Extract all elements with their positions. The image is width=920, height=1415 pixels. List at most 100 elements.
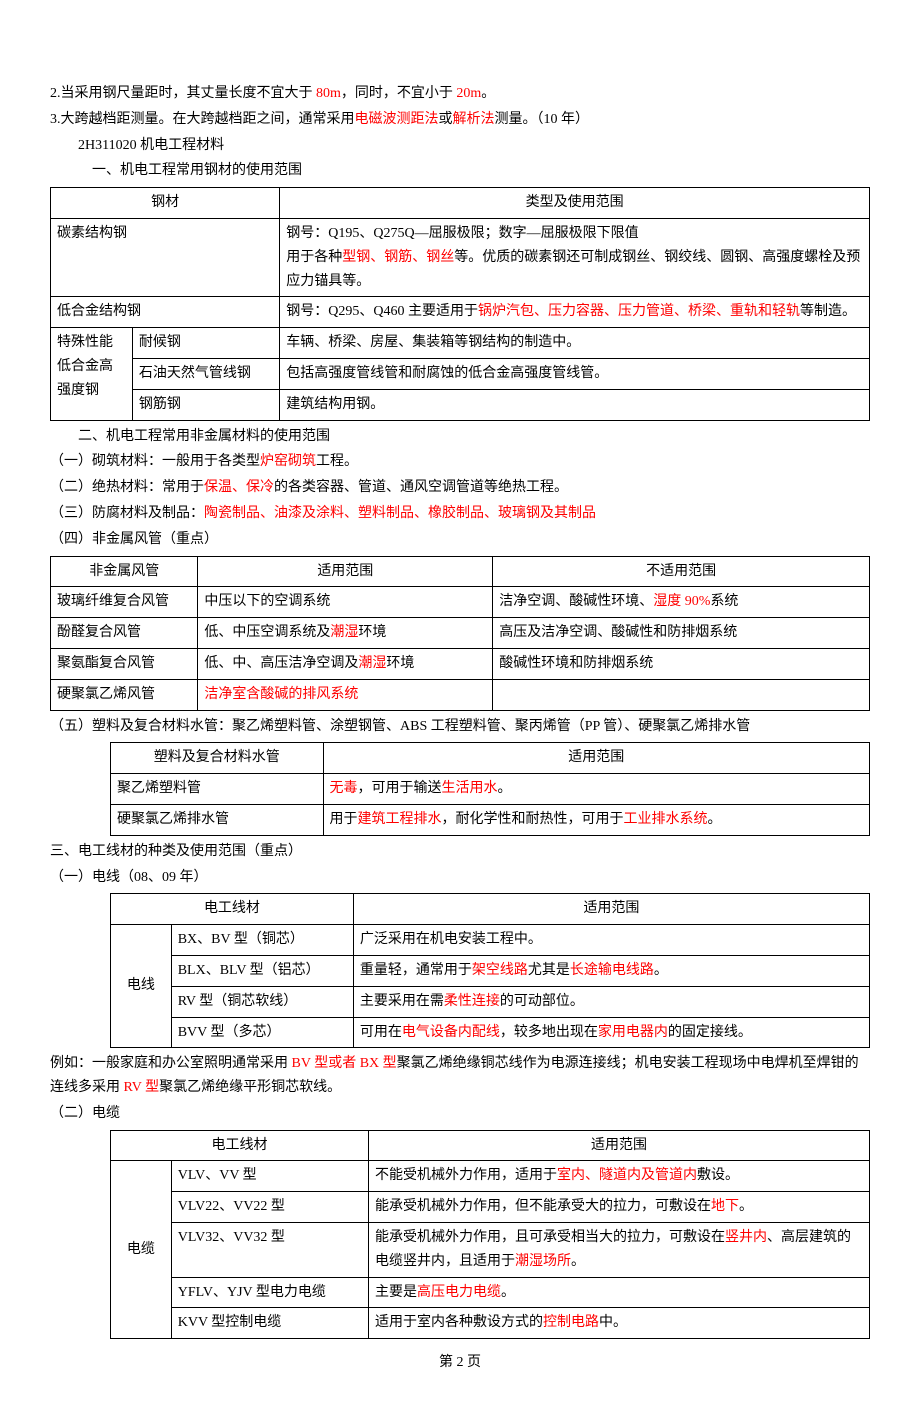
th: 适用范围 bbox=[198, 556, 493, 587]
para-2: 2.当采用钢尺量距时，其丈量长度不宜大于 80m，同时，不宜小于 20m。 bbox=[50, 82, 870, 106]
example: 例如：一般家庭和办公室照明通常采用 BV 型或者 BX 型聚氯乙烯绝缘铜芯线作为… bbox=[50, 1052, 870, 1100]
hl: 长途输电线路 bbox=[570, 963, 654, 978]
cell: 主要是高压电力电缆。 bbox=[369, 1277, 870, 1308]
hl: 电磁波测距法 bbox=[355, 112, 439, 127]
t: ，较多地出现在 bbox=[500, 1025, 598, 1040]
t: 环境 bbox=[386, 656, 414, 671]
cell: 硬聚氯乙烯风管 bbox=[51, 679, 198, 710]
hl: 柔性连接 bbox=[444, 994, 500, 1009]
t: 。 bbox=[498, 781, 512, 796]
t: ，同时，不宜小于 bbox=[341, 86, 457, 101]
cell: RV 型（铜芯软线） bbox=[171, 986, 353, 1017]
cell: 用于建筑工程排水，耐化学性和耐热性，可用于工业排水系统。 bbox=[323, 804, 869, 835]
cell: 钢号：Q295、Q460 主要适用于锅炉汽包、压力容器、压力管道、桥梁、重轨和轻… bbox=[280, 297, 870, 328]
table-steel: 钢材类型及使用范围 碳素结构钢钢号：Q195、Q275Q—屈服极限；数字—屈服极… bbox=[50, 187, 870, 420]
table-wire: 电工线材适用范围 电线BX、BV 型（铜芯）广泛采用在机电安装工程中。 BLX、… bbox=[110, 893, 870, 1048]
cell bbox=[493, 679, 870, 710]
hl: 生活用水 bbox=[442, 781, 498, 796]
t: 等制造。 bbox=[800, 304, 856, 319]
t: 例如：一般家庭和办公室照明通常采用 bbox=[50, 1056, 292, 1071]
cell: 耐候钢 bbox=[132, 328, 279, 359]
th: 钢材 bbox=[51, 188, 280, 219]
t: 。 bbox=[481, 86, 495, 101]
t: ，耐化学性和耐热性，可用于 bbox=[442, 812, 624, 827]
hl: 陶瓷制品、油漆及涂料、塑料制品、橡胶制品、玻璃钢及其制品 bbox=[204, 506, 596, 521]
cell: 酸碱性环境和防排烟系统 bbox=[493, 648, 870, 679]
cell: 硬聚氯乙烯排水管 bbox=[111, 804, 324, 835]
t: 可用在 bbox=[360, 1025, 402, 1040]
t: 主要是 bbox=[375, 1285, 417, 1300]
hl: 湿度 90% bbox=[653, 594, 710, 609]
cell: 建筑结构用钢。 bbox=[280, 389, 870, 420]
item-wire: （一）电线（08、09 年） bbox=[50, 866, 870, 890]
hl: 型钢、钢筋、钢丝 bbox=[342, 250, 454, 265]
cell: 洁净室含酸碱的排风系统 bbox=[198, 679, 493, 710]
item-4: （四）非金属风管（重点） bbox=[50, 528, 870, 552]
t: 的固定接线。 bbox=[668, 1025, 752, 1040]
item-2: （二）绝热材料：常用于保温、保冷的各类容器、管道、通风空调管道等绝热工程。 bbox=[50, 476, 870, 500]
cell: 能承受机械外力作用，但不能承受大的拉力，可敷设在地下。 bbox=[369, 1192, 870, 1223]
hl: 地下 bbox=[711, 1199, 739, 1214]
t: 。 bbox=[739, 1199, 753, 1214]
hl: 架空线路 bbox=[472, 963, 528, 978]
t: 。 bbox=[501, 1285, 515, 1300]
th: 电工线材 bbox=[111, 894, 354, 925]
t: 用于 bbox=[330, 812, 358, 827]
cell: 特殊性能低合金高强度钢 bbox=[51, 328, 133, 420]
item-3: （三）防腐材料及制品：陶瓷制品、油漆及涂料、塑料制品、橡胶制品、玻璃钢及其制品 bbox=[50, 502, 870, 526]
th: 塑料及复合材料水管 bbox=[111, 743, 324, 774]
table-pipe: 塑料及复合材料水管适用范围 聚乙烯塑料管无毒，可用于输送生活用水。 硬聚氯乙烯排… bbox=[110, 742, 870, 835]
heading-code: 2H311020 机电工程材料 bbox=[50, 134, 870, 158]
cell: 重量轻，通常用于架空线路尤其是长途输电线路。 bbox=[353, 955, 869, 986]
t: 敷设。 bbox=[697, 1168, 739, 1183]
t: 中。 bbox=[599, 1315, 627, 1330]
cell: 钢筋钢 bbox=[132, 389, 279, 420]
cell: VLV22、VV22 型 bbox=[171, 1192, 368, 1223]
heading-2: 二、机电工程常用非金属材料的使用范围 bbox=[50, 425, 870, 449]
t: 尤其是 bbox=[528, 963, 570, 978]
hl: 洁净室含酸碱的排风系统 bbox=[204, 687, 358, 702]
cell: VLV32、VV32 型 bbox=[171, 1223, 368, 1278]
cell: 石油天然气管线钢 bbox=[132, 358, 279, 389]
hl: 解析法 bbox=[453, 112, 495, 127]
heading-3: 三、电工线材的种类及使用范围（重点） bbox=[50, 840, 870, 864]
th: 电工线材 bbox=[111, 1130, 369, 1161]
cell: 洁净空调、酸碱性环境、湿度 90%系统 bbox=[493, 587, 870, 618]
t: 能承受机械外力作用，且可承受相当大的拉力，可敷设在 bbox=[375, 1230, 725, 1245]
hl: 锅炉汽包、压力容器、压力管道、桥梁、重轨和轻轨 bbox=[478, 304, 800, 319]
t: 重量轻，通常用于 bbox=[360, 963, 472, 978]
t: 聚氯乙烯绝缘平形铜芯软线。 bbox=[159, 1080, 341, 1095]
hl: 电气设备内配线 bbox=[402, 1025, 500, 1040]
t: 不能受机械外力作用，适用于 bbox=[375, 1168, 557, 1183]
hl: 潮湿 bbox=[358, 656, 386, 671]
hl: 潮湿场所 bbox=[515, 1254, 571, 1269]
th: 适用范围 bbox=[353, 894, 869, 925]
cell: 高压及洁净空调、酸碱性和防排烟系统 bbox=[493, 618, 870, 649]
t: 用于各种 bbox=[286, 250, 342, 265]
t: 。 bbox=[571, 1254, 585, 1269]
t: 的可动部位。 bbox=[500, 994, 584, 1009]
heading-1: 一、机电工程常用钢材的使用范围 bbox=[50, 159, 870, 183]
t: （一）砌筑材料：一般用于各类型 bbox=[50, 454, 260, 469]
hl: 建筑工程排水 bbox=[358, 812, 442, 827]
cell: BLX、BLV 型（铝芯） bbox=[171, 955, 353, 986]
t: 主要采用在需 bbox=[360, 994, 444, 1009]
hl-20m: 20m bbox=[456, 86, 481, 101]
t: 低、中压空调系统及 bbox=[204, 625, 330, 640]
cell: VLV、VV 型 bbox=[171, 1161, 368, 1192]
cell: 碳素结构钢 bbox=[51, 218, 280, 296]
hl: 无毒 bbox=[330, 781, 358, 796]
t: （二）绝热材料：常用于 bbox=[50, 480, 204, 495]
th: 类型及使用范围 bbox=[280, 188, 870, 219]
cell: 适用于室内各种敷设方式的控制电路中。 bbox=[369, 1308, 870, 1339]
t: 或 bbox=[439, 112, 453, 127]
hl: 高压电力电缆 bbox=[417, 1285, 501, 1300]
item-5: （五）塑料及复合材料水管：聚乙烯塑料管、涂塑钢管、ABS 工程塑料管、聚丙烯管（… bbox=[50, 715, 870, 739]
table-duct: 非金属风管适用范围不适用范围 玻璃纤维复合风管中压以下的空调系统洁净空调、酸碱性… bbox=[50, 556, 870, 711]
t: （三）防腐材料及制品： bbox=[50, 506, 204, 521]
cell: 能承受机械外力作用，且可承受相当大的拉力，可敷设在竖井内、高层建筑的电缆竖井内，… bbox=[369, 1223, 870, 1278]
t: 低、中、高压洁净空调及 bbox=[204, 656, 358, 671]
cell: BVV 型（多芯） bbox=[171, 1017, 353, 1048]
cell: YFLV、YJV 型电力电缆 bbox=[171, 1277, 368, 1308]
cell: 酚醛复合风管 bbox=[51, 618, 198, 649]
